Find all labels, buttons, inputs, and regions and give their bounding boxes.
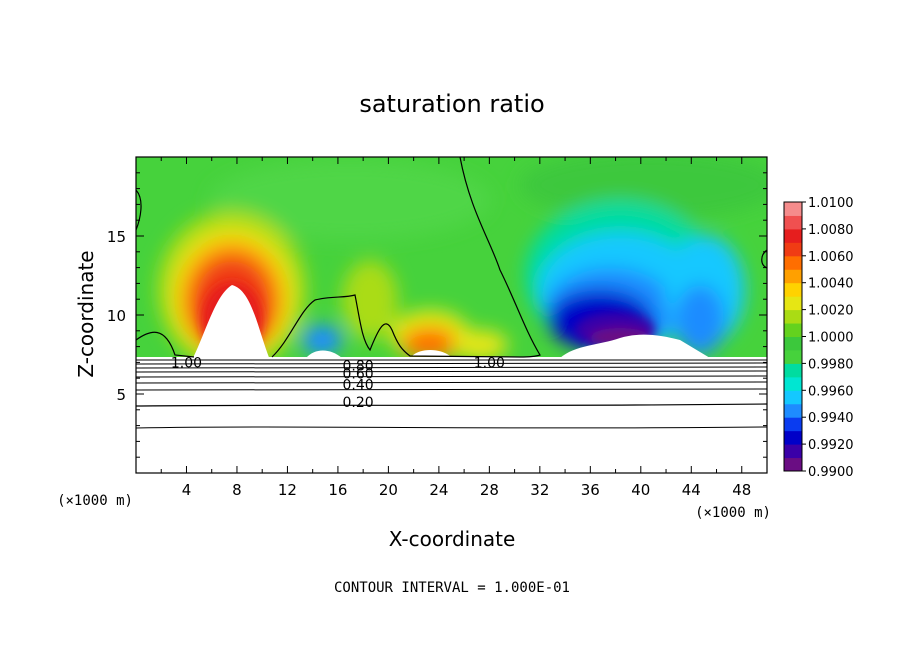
x-tick-label: 20 [379, 481, 398, 499]
colorbar-tick-label: 1.0000 [808, 331, 854, 346]
colorbar-segment [784, 376, 802, 391]
colorbar-segment [784, 336, 802, 351]
y-tick-label: 5 [116, 386, 126, 404]
colorbar-segment [784, 309, 802, 324]
colorbar-segment [784, 202, 802, 216]
x-tick-label: 4 [182, 481, 192, 499]
contour-label: 0.20 [343, 395, 374, 411]
contour-labels: 1.00 1.00 0.800.600.400.20 [171, 355, 505, 411]
x-tick-label: 48 [732, 481, 751, 499]
contour-label: 1.00 [474, 355, 505, 371]
colorbar-segment [784, 444, 802, 459]
colorbar-segment [784, 228, 802, 243]
colorbar-tick-label: 1.0060 [808, 250, 854, 265]
colorbar-segment [784, 255, 802, 270]
y-axis-label: Z-coordinate [74, 250, 98, 377]
heatmap-field [136, 157, 767, 473]
contour-label: 0.80 [343, 359, 374, 375]
contour-interval-note: CONTOUR INTERVAL = 1.000E-01 [334, 580, 570, 596]
colorbar-tick-label: 0.9900 [808, 465, 854, 480]
colorbar-segment [784, 430, 802, 445]
colorbar-segment [784, 363, 802, 378]
colorbar-tick-label: 1.0020 [808, 304, 854, 319]
x-tick-label: 36 [581, 481, 600, 499]
chart-title: saturation ratio [359, 90, 544, 118]
colorbar-segment [784, 403, 802, 418]
colorbar: 1.0100 1.0080 1.0060 1.0040 1.0020 1.0000 0.99… [783, 196, 854, 480]
colorbar-tick-label: 0.9940 [808, 411, 854, 426]
x-tick-label: 24 [429, 481, 448, 499]
colorbar-segment [784, 323, 802, 337]
x-unit-left: (×1000 m) [57, 493, 133, 509]
x-axis: 4 8 12 16 20 24 28 32 36 40 44 48 [160, 157, 751, 499]
x-tick-label: 8 [232, 481, 242, 499]
x-tick-label: 44 [682, 481, 701, 499]
colorbar-segment [784, 417, 802, 432]
colorbar-segment [784, 390, 802, 405]
x-tick-label: 40 [631, 481, 650, 499]
x-tick-label: 32 [530, 481, 549, 499]
x-tick-label: 12 [278, 481, 297, 499]
y-axis: 5 10 15 [107, 172, 767, 458]
colorbar-segment [784, 215, 802, 230]
contour-label: 0.60 [343, 366, 374, 382]
y-tick-label: 15 [107, 228, 126, 246]
x-unit-right: (×1000 m) [695, 505, 771, 521]
colorbar-tick-label: 1.0080 [808, 223, 854, 238]
colorbar-tick-label: 0.9920 [808, 438, 854, 453]
y-tick-label: 10 [107, 307, 126, 325]
x-tick-label: 16 [328, 481, 347, 499]
colorbar-segment [784, 457, 802, 472]
colorbar-tick-label: 1.0040 [808, 277, 854, 292]
colorbar-tick-label: 0.9980 [808, 357, 854, 372]
colorbar-segment [784, 242, 802, 257]
colorbar-segment [784, 349, 802, 364]
x-tick-label: 28 [480, 481, 499, 499]
x-axis-label: X-coordinate [389, 527, 516, 551]
contour-label: 1.00 [171, 355, 202, 371]
colorbar-tick-label: 1.0100 [808, 196, 854, 211]
colorbar-segment [784, 296, 802, 311]
colorbar-segment [784, 282, 802, 297]
contour-label: 0.40 [343, 378, 374, 394]
colorbar-tick-label: 0.9960 [808, 384, 854, 399]
colorbar-segment [784, 269, 802, 284]
